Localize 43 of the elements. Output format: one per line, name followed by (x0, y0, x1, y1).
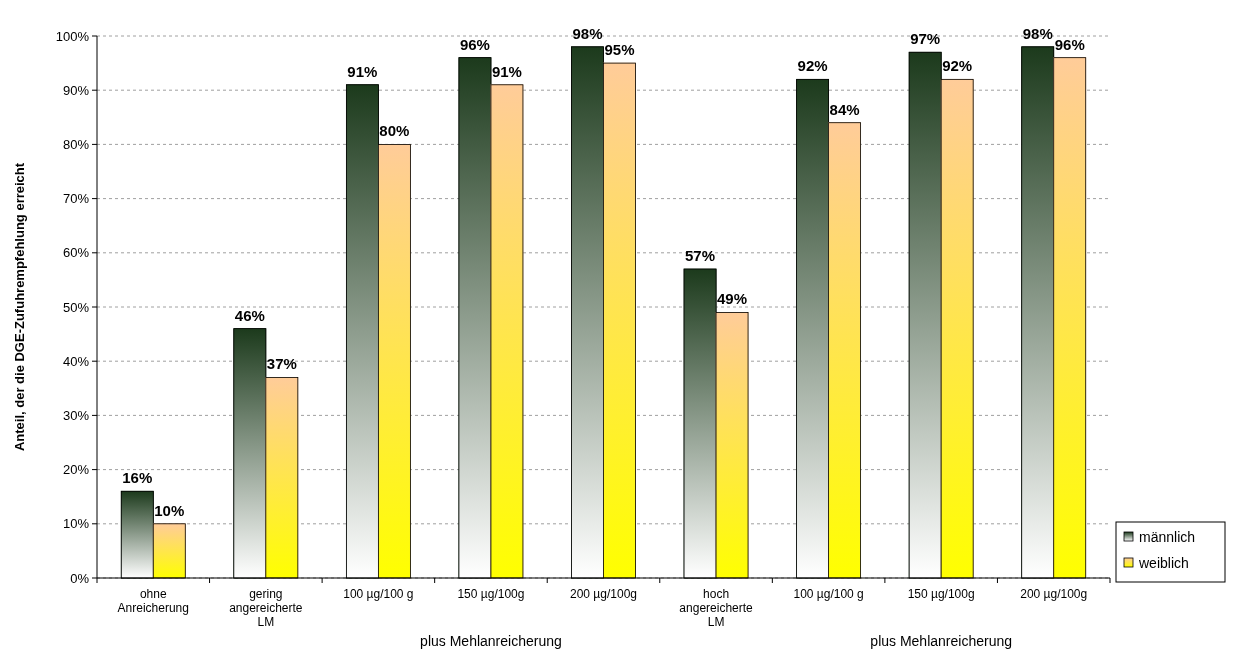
y-tick-label: 40% (62, 353, 90, 369)
y-tick-label: 10% (62, 516, 90, 532)
text: 46% (234, 306, 265, 324)
text: 80% (379, 122, 410, 140)
y-axis-title: Anteil, der die DGE-Zufuhrempfehlung erreicht (12, 162, 27, 452)
y-tick-label: 70% (62, 191, 90, 207)
y-tick-label: 90% (62, 82, 90, 98)
y-tick-label: 100% (55, 28, 90, 44)
x-tick-label: 200 µg/100g (1020, 587, 1088, 601)
text: 16% (122, 469, 153, 487)
x-tick-label: 100 µg/100 g (343, 587, 414, 601)
y-tick-label: 30% (62, 407, 90, 423)
text: 57% (685, 247, 716, 265)
x-tick-label: hoch angereicherte LM (679, 587, 754, 629)
text: plus Mehlanreicherung (870, 633, 1012, 649)
x-tick-label: 100 µg/100 g (793, 587, 864, 601)
y-tick-label: 60% (62, 245, 90, 261)
text: 95% (604, 41, 635, 59)
text: 49% (717, 290, 748, 308)
text: 97% (910, 30, 941, 48)
text: 37% (266, 355, 297, 373)
y-tick-label: 80% (62, 136, 90, 152)
text: 98% (1022, 24, 1053, 42)
x-tick-label: 200 µg/100g (570, 587, 637, 601)
text: 96% (1054, 35, 1085, 53)
text: 84% (829, 100, 860, 118)
text: 98% (572, 24, 603, 42)
text: 91% (347, 62, 378, 80)
x-tick-label: gering angereicherte LM (229, 587, 303, 629)
text: 10% (154, 501, 185, 519)
text: 96% (459, 35, 490, 53)
text: 92% (942, 57, 973, 75)
y-tick-label: 50% (62, 299, 90, 315)
text: 92% (797, 57, 828, 75)
y-tick-label: 20% (62, 462, 90, 478)
x-tick-label: ohne Anreicherung (117, 587, 189, 615)
legend-label: männlich (1139, 528, 1196, 545)
text: 91% (491, 62, 522, 80)
y-tick-label: 0% (70, 570, 90, 586)
legend-label: weiblich (1138, 554, 1189, 571)
x-tick-label: 150 µg/100g (907, 587, 975, 601)
x-tick-label: 150 µg/100g (457, 587, 525, 601)
text: plus Mehlanreicherung (420, 633, 562, 649)
